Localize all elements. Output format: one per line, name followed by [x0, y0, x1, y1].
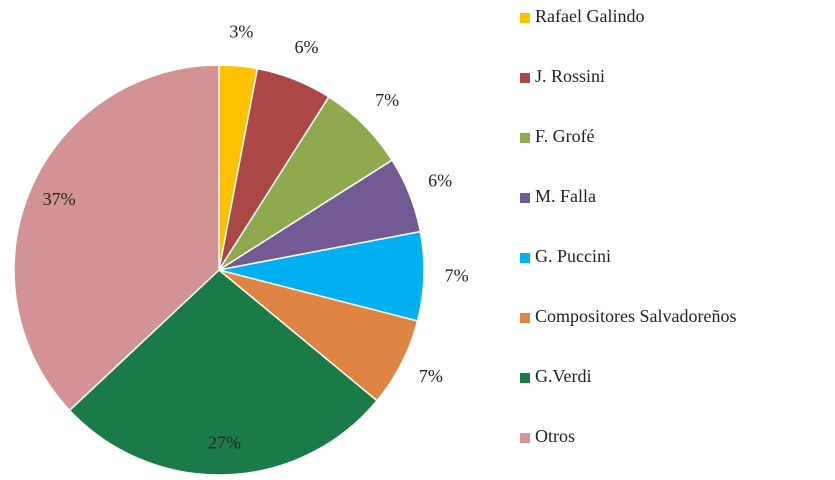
legend-swatch: [520, 13, 530, 23]
data-label: 3%: [229, 21, 253, 41]
legend-swatch: [520, 73, 530, 83]
legend-swatch: [520, 313, 530, 323]
pie-slice: [68, 269, 379, 476]
pie-slice: [13, 64, 220, 412]
legend-swatch: [520, 193, 530, 203]
legend-label: F. Grofé: [535, 126, 595, 146]
legend-swatch: [520, 133, 530, 143]
data-label: 6%: [428, 171, 452, 191]
legend-label: Rafael Galindo: [535, 6, 644, 26]
data-label: 27%: [208, 432, 241, 452]
legend-label: G.Verdi: [535, 366, 592, 386]
legend-label: J. Rossini: [535, 66, 605, 86]
legend-label: G. Puccini: [535, 246, 611, 266]
data-label: 7%: [419, 366, 443, 386]
legend-swatch: [520, 373, 530, 383]
data-label: 7%: [375, 90, 399, 110]
data-label: 6%: [295, 37, 319, 57]
data-label: 7%: [445, 266, 469, 286]
legend-label: M. Falla: [535, 186, 596, 206]
legend-swatch: [520, 253, 530, 263]
legend-label: Compositores Salvadoreños: [535, 306, 736, 326]
legend-swatch: [520, 433, 530, 443]
legend-label: Otros: [535, 426, 575, 446]
data-label: 37%: [43, 189, 76, 209]
